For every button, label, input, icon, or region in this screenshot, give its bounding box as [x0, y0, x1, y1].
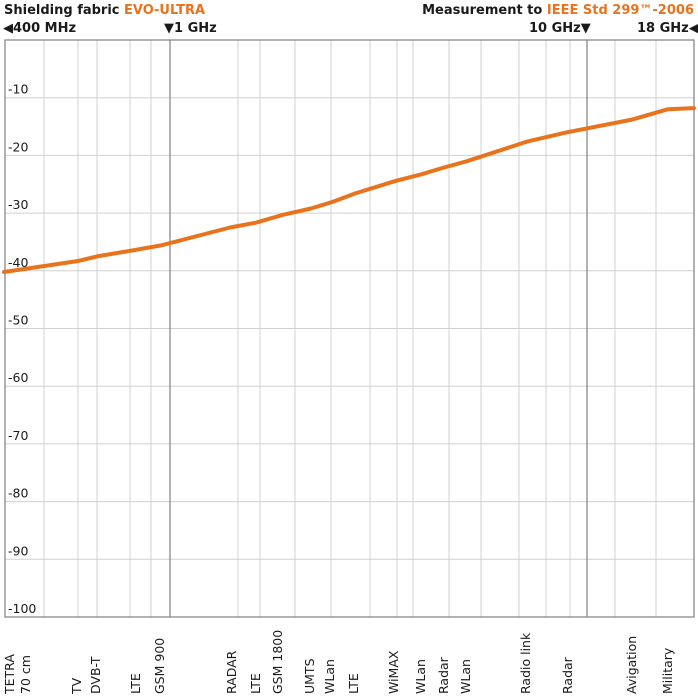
y-tick-label: -90	[8, 543, 28, 558]
x-axis-category-labels: TETRA 70 cm TV DVB-T LTE GSM 900 RADAR LTE GSM 1…	[2, 630, 675, 695]
x-category-label: WLan	[322, 659, 337, 694]
x-category-label: LTE	[248, 673, 263, 694]
y-tick-label: -100	[8, 601, 36, 616]
y-tick-label: -30	[8, 197, 28, 212]
down-triangle-icon: ▼	[164, 21, 174, 36]
horizontal-gridlines	[5, 97, 694, 560]
freq-label: 400 MHz	[13, 21, 77, 36]
x-category-label: LTE	[346, 673, 361, 694]
series-line	[2, 106, 696, 274]
x-category-label: Military	[660, 647, 675, 694]
x-category-label: LTE	[128, 673, 143, 694]
x-category-label: Radar	[436, 656, 451, 694]
x-category-label: UMTS	[302, 658, 317, 694]
y-tick-label: -70	[8, 428, 28, 443]
freq-marker-1ghz: ▼1 GHz	[164, 21, 217, 36]
y-tick-label: -50	[8, 313, 28, 328]
y-tick-label: -40	[8, 255, 28, 270]
plot-border	[4, 39, 695, 618]
title-prefix: Shielding fabric	[4, 3, 125, 18]
freq-marker-10ghz: 10 GHz▼	[529, 21, 591, 36]
y-tick-label: -60	[8, 370, 28, 385]
down-triangle-icon: ▼	[580, 21, 591, 36]
x-category-label: Avigation	[624, 636, 639, 694]
freq-marker-18ghz: 18 GHz◀	[637, 21, 698, 36]
x-category-label: Radar	[560, 656, 575, 694]
y-axis-tick-labels: -10 -20 -30 -40 -50 -60 -70 -80 -90 -100	[8, 82, 36, 616]
chart-title: Shielding fabric EVO-ULTRA	[4, 3, 205, 18]
y-tick-label: -10	[8, 82, 28, 97]
standard-prefix: Measurement to	[422, 3, 547, 18]
y-tick-label: -20	[8, 139, 28, 154]
freq-label: 10 GHz	[529, 21, 581, 36]
x-category-label: 70 cm	[18, 655, 33, 694]
x-category-label: DVB-T	[88, 656, 103, 694]
y-tick-label: -80	[8, 486, 28, 501]
x-category-label: TETRA	[2, 654, 17, 695]
data-series	[2, 106, 696, 274]
measurement-standard: Measurement to IEEE Std 299™-2006	[422, 3, 694, 18]
x-category-label: GSM 1800	[270, 630, 285, 694]
x-category-label: WiMAX	[386, 650, 401, 694]
plot-frame	[4, 39, 695, 618]
x-category-label: RADAR	[224, 650, 239, 694]
freq-label: 1 GHz	[174, 21, 217, 36]
frequency-marker-lines	[169, 40, 588, 617]
x-category-label: WLan	[413, 659, 428, 694]
standard-name: IEEE Std 299™-2006	[546, 3, 694, 18]
x-category-label: TV	[69, 677, 84, 695]
left-triangle-icon: ◀	[3, 21, 13, 36]
freq-marker-400mhz: ◀400 MHz	[3, 21, 76, 36]
freq-label: 18 GHz	[637, 21, 689, 36]
product-name: EVO-ULTRA	[124, 3, 206, 18]
left-triangle-icon: ◀	[688, 21, 698, 36]
x-category-label: Radio link	[518, 632, 533, 694]
x-category-label: GSM 900	[152, 638, 167, 694]
x-category-label: WLan	[458, 659, 473, 694]
